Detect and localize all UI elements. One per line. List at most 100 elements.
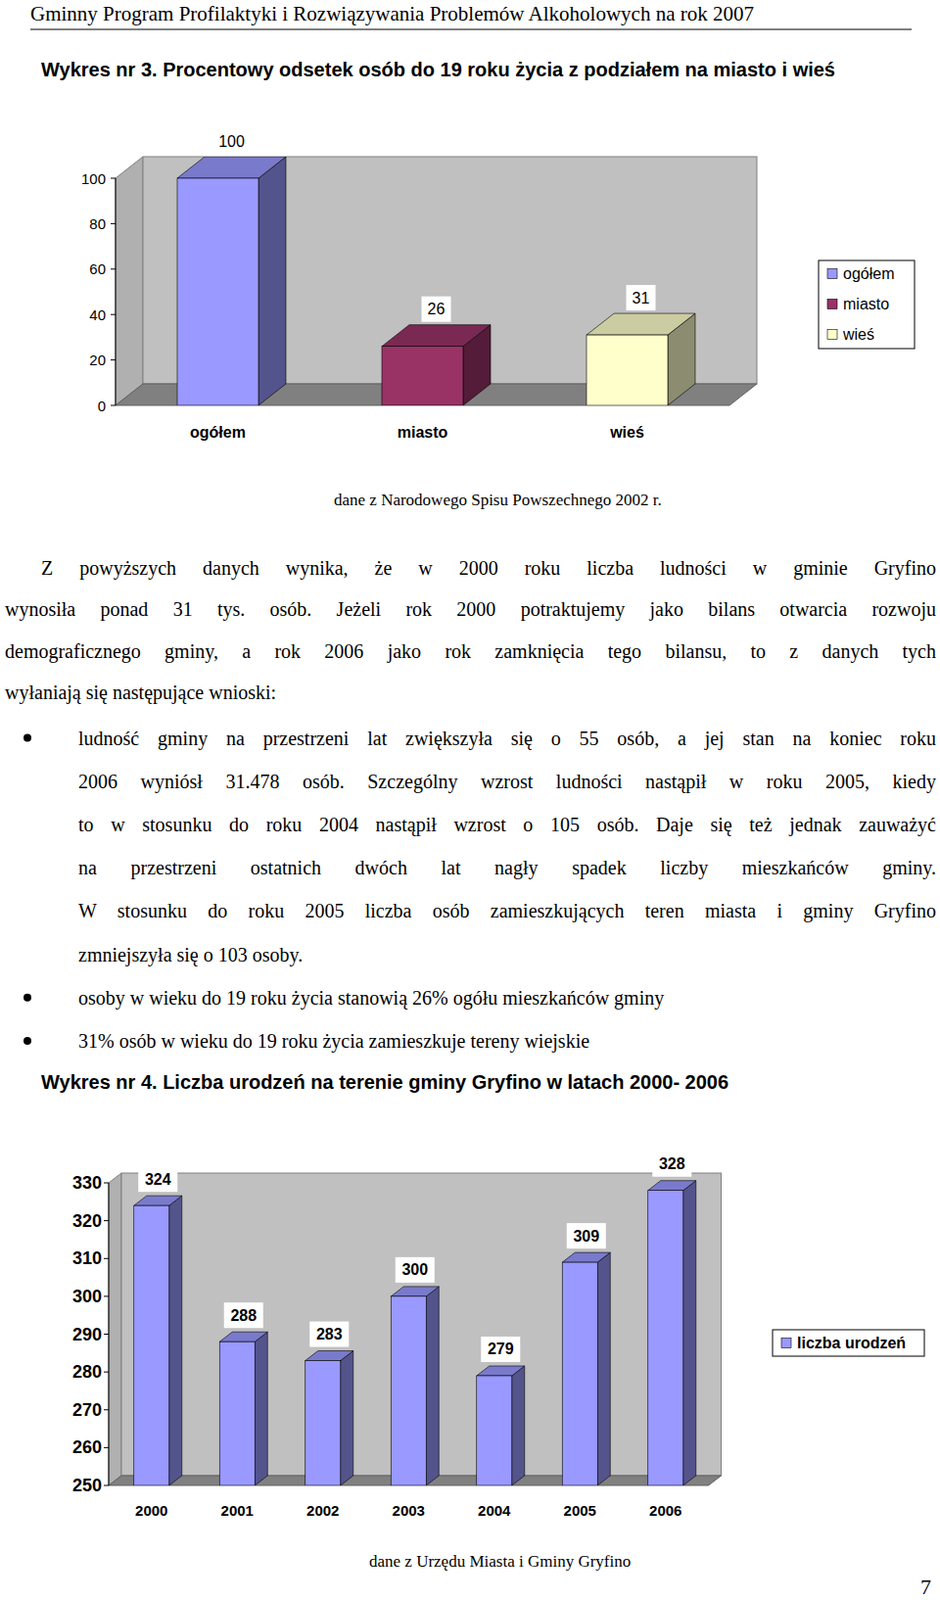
- data-label: 300: [401, 1261, 428, 1278]
- y-tick: [110, 359, 116, 361]
- paragraph-line: demograficznego gminy, a rok 2006 jako r…: [4, 630, 937, 672]
- y-tick-label: 280: [72, 1362, 102, 1382]
- bar: [381, 325, 491, 406]
- x-tick-label: 2004: [477, 1502, 512, 1519]
- x-tick-label: 2002: [306, 1502, 339, 1519]
- data-label: 309: [572, 1227, 600, 1245]
- bar-front: [177, 178, 259, 406]
- bar: [648, 1180, 697, 1486]
- y-tick: [110, 223, 116, 225]
- legend-box: [818, 260, 915, 349]
- chart-source: dane z Urzędu Miasta i Gminy Gryfino: [369, 1549, 631, 1575]
- legend-swatch: [781, 1338, 792, 1349]
- bar-side: [512, 1365, 525, 1486]
- legend-label: wieś: [842, 326, 875, 343]
- bar-side: [683, 1180, 697, 1486]
- data-label: 26: [427, 300, 446, 318]
- chart-1: 020406080100ogółemmiastowieś1002631ogółe…: [81, 128, 915, 441]
- bar-front: [134, 1205, 170, 1486]
- y-tick: [110, 178, 116, 180]
- bar: [134, 1195, 183, 1486]
- bullet-line: 2006 wyniósł 31.478 osób. Szczególny wzr…: [78, 759, 937, 803]
- paragraph-line: wynosiła ponad 31 tys. osób. Jeżeli rok …: [4, 588, 937, 630]
- data-label-bg: [395, 1257, 435, 1283]
- bar-top: [305, 1351, 354, 1362]
- data-label-bg: [212, 128, 252, 154]
- data-label-bg: [422, 296, 452, 323]
- legend-swatch: [827, 299, 838, 310]
- bullet-dot: [23, 1036, 32, 1045]
- y-tick: [103, 1409, 109, 1410]
- data-label-bg: [138, 1166, 178, 1192]
- legend-label: ogółem: [843, 265, 894, 282]
- bar: [177, 156, 286, 406]
- legend-box: [772, 1329, 925, 1357]
- x-tick-label: ogółem: [189, 423, 246, 441]
- y-tick-label: 270: [72, 1400, 102, 1420]
- data-label-bg: [626, 284, 657, 311]
- x-tick-label: 2006: [649, 1502, 682, 1519]
- paragraph-line: wyłaniają się następujące wnioski:: [4, 671, 937, 713]
- y-tick: [103, 1220, 109, 1222]
- bar-side: [340, 1351, 354, 1486]
- x-tick-label: wieś: [609, 423, 645, 441]
- y-tick-label: 250: [72, 1475, 102, 1496]
- data-label: 100: [218, 133, 245, 150]
- bar: [562, 1252, 611, 1486]
- data-label: 283: [316, 1325, 343, 1343]
- page: 020406080100ogółemmiastowieś1002631ogółe…: [0, 0, 940, 1600]
- y-tick: [103, 1182, 109, 1184]
- page-header: Gminny Program Profilaktyki i Rozwiązywa…: [30, 0, 754, 28]
- chart-source: dane z Narodowego Spisu Powszechnego 200…: [333, 487, 662, 514]
- bar-top: [177, 156, 286, 179]
- y-tick: [103, 1333, 109, 1335]
- y-tick-label: 20: [89, 351, 106, 369]
- x-tick-label: 2000: [135, 1502, 168, 1519]
- y-tick-label: 260: [72, 1437, 102, 1457]
- bullet-line: W stosunku do roku 2005 liczba osób zami…: [78, 889, 937, 933]
- bullet-dot: [23, 734, 32, 743]
- y-tick: [103, 1485, 109, 1487]
- y-tick-label: 40: [89, 306, 106, 324]
- legend: ogółem miasto wieś: [818, 260, 915, 349]
- y-tick-label: 80: [89, 215, 106, 233]
- legend-swatch: [827, 329, 838, 340]
- y-tick-label: 100: [81, 170, 106, 188]
- bar-side: [597, 1252, 611, 1486]
- y-tick-label: 0: [97, 397, 106, 415]
- y-tick: [103, 1295, 109, 1297]
- bar-top: [219, 1331, 268, 1342]
- bullet-dot: [23, 993, 32, 1002]
- legend-label: miasto: [843, 295, 890, 313]
- y-axis-line: [115, 178, 117, 406]
- y-tick-label: 290: [72, 1324, 102, 1345]
- y-tick: [110, 268, 116, 270]
- bar-top: [390, 1286, 439, 1297]
- data-label: 324: [144, 1171, 172, 1188]
- y-tick: [103, 1258, 109, 1260]
- bar-front: [305, 1361, 341, 1486]
- bar-front: [381, 346, 464, 406]
- y-tick-label: 320: [72, 1211, 102, 1231]
- bar: [305, 1351, 354, 1486]
- bar-top: [648, 1180, 697, 1191]
- bar-side: [169, 1195, 183, 1486]
- data-label-bg: [309, 1321, 349, 1348]
- bar-top: [476, 1365, 525, 1376]
- x-tick-label: miasto: [397, 423, 449, 441]
- data-label-bg: [224, 1302, 264, 1328]
- chart-2: 2502602702802903003103203302000200120022…: [72, 1151, 925, 1519]
- x-tick-label: 2001: [221, 1502, 254, 1519]
- data-label: 279: [487, 1340, 515, 1358]
- x-tick-label: 2003: [392, 1502, 425, 1519]
- bars: [177, 156, 696, 406]
- chart-title: Wykres nr 3. Procentowy odsetek osób do …: [4, 50, 936, 89]
- bars: [134, 1180, 697, 1486]
- bar-front: [586, 334, 668, 406]
- data-label-bg: [566, 1222, 607, 1249]
- y-tick-label: 60: [89, 260, 106, 278]
- page-number: 7: [920, 1572, 932, 1600]
- chart-title: Wykres nr 4. Liczba urodzeń na terenie g…: [41, 1063, 933, 1101]
- y-tick: [103, 1447, 109, 1449]
- bar-front: [219, 1341, 255, 1486]
